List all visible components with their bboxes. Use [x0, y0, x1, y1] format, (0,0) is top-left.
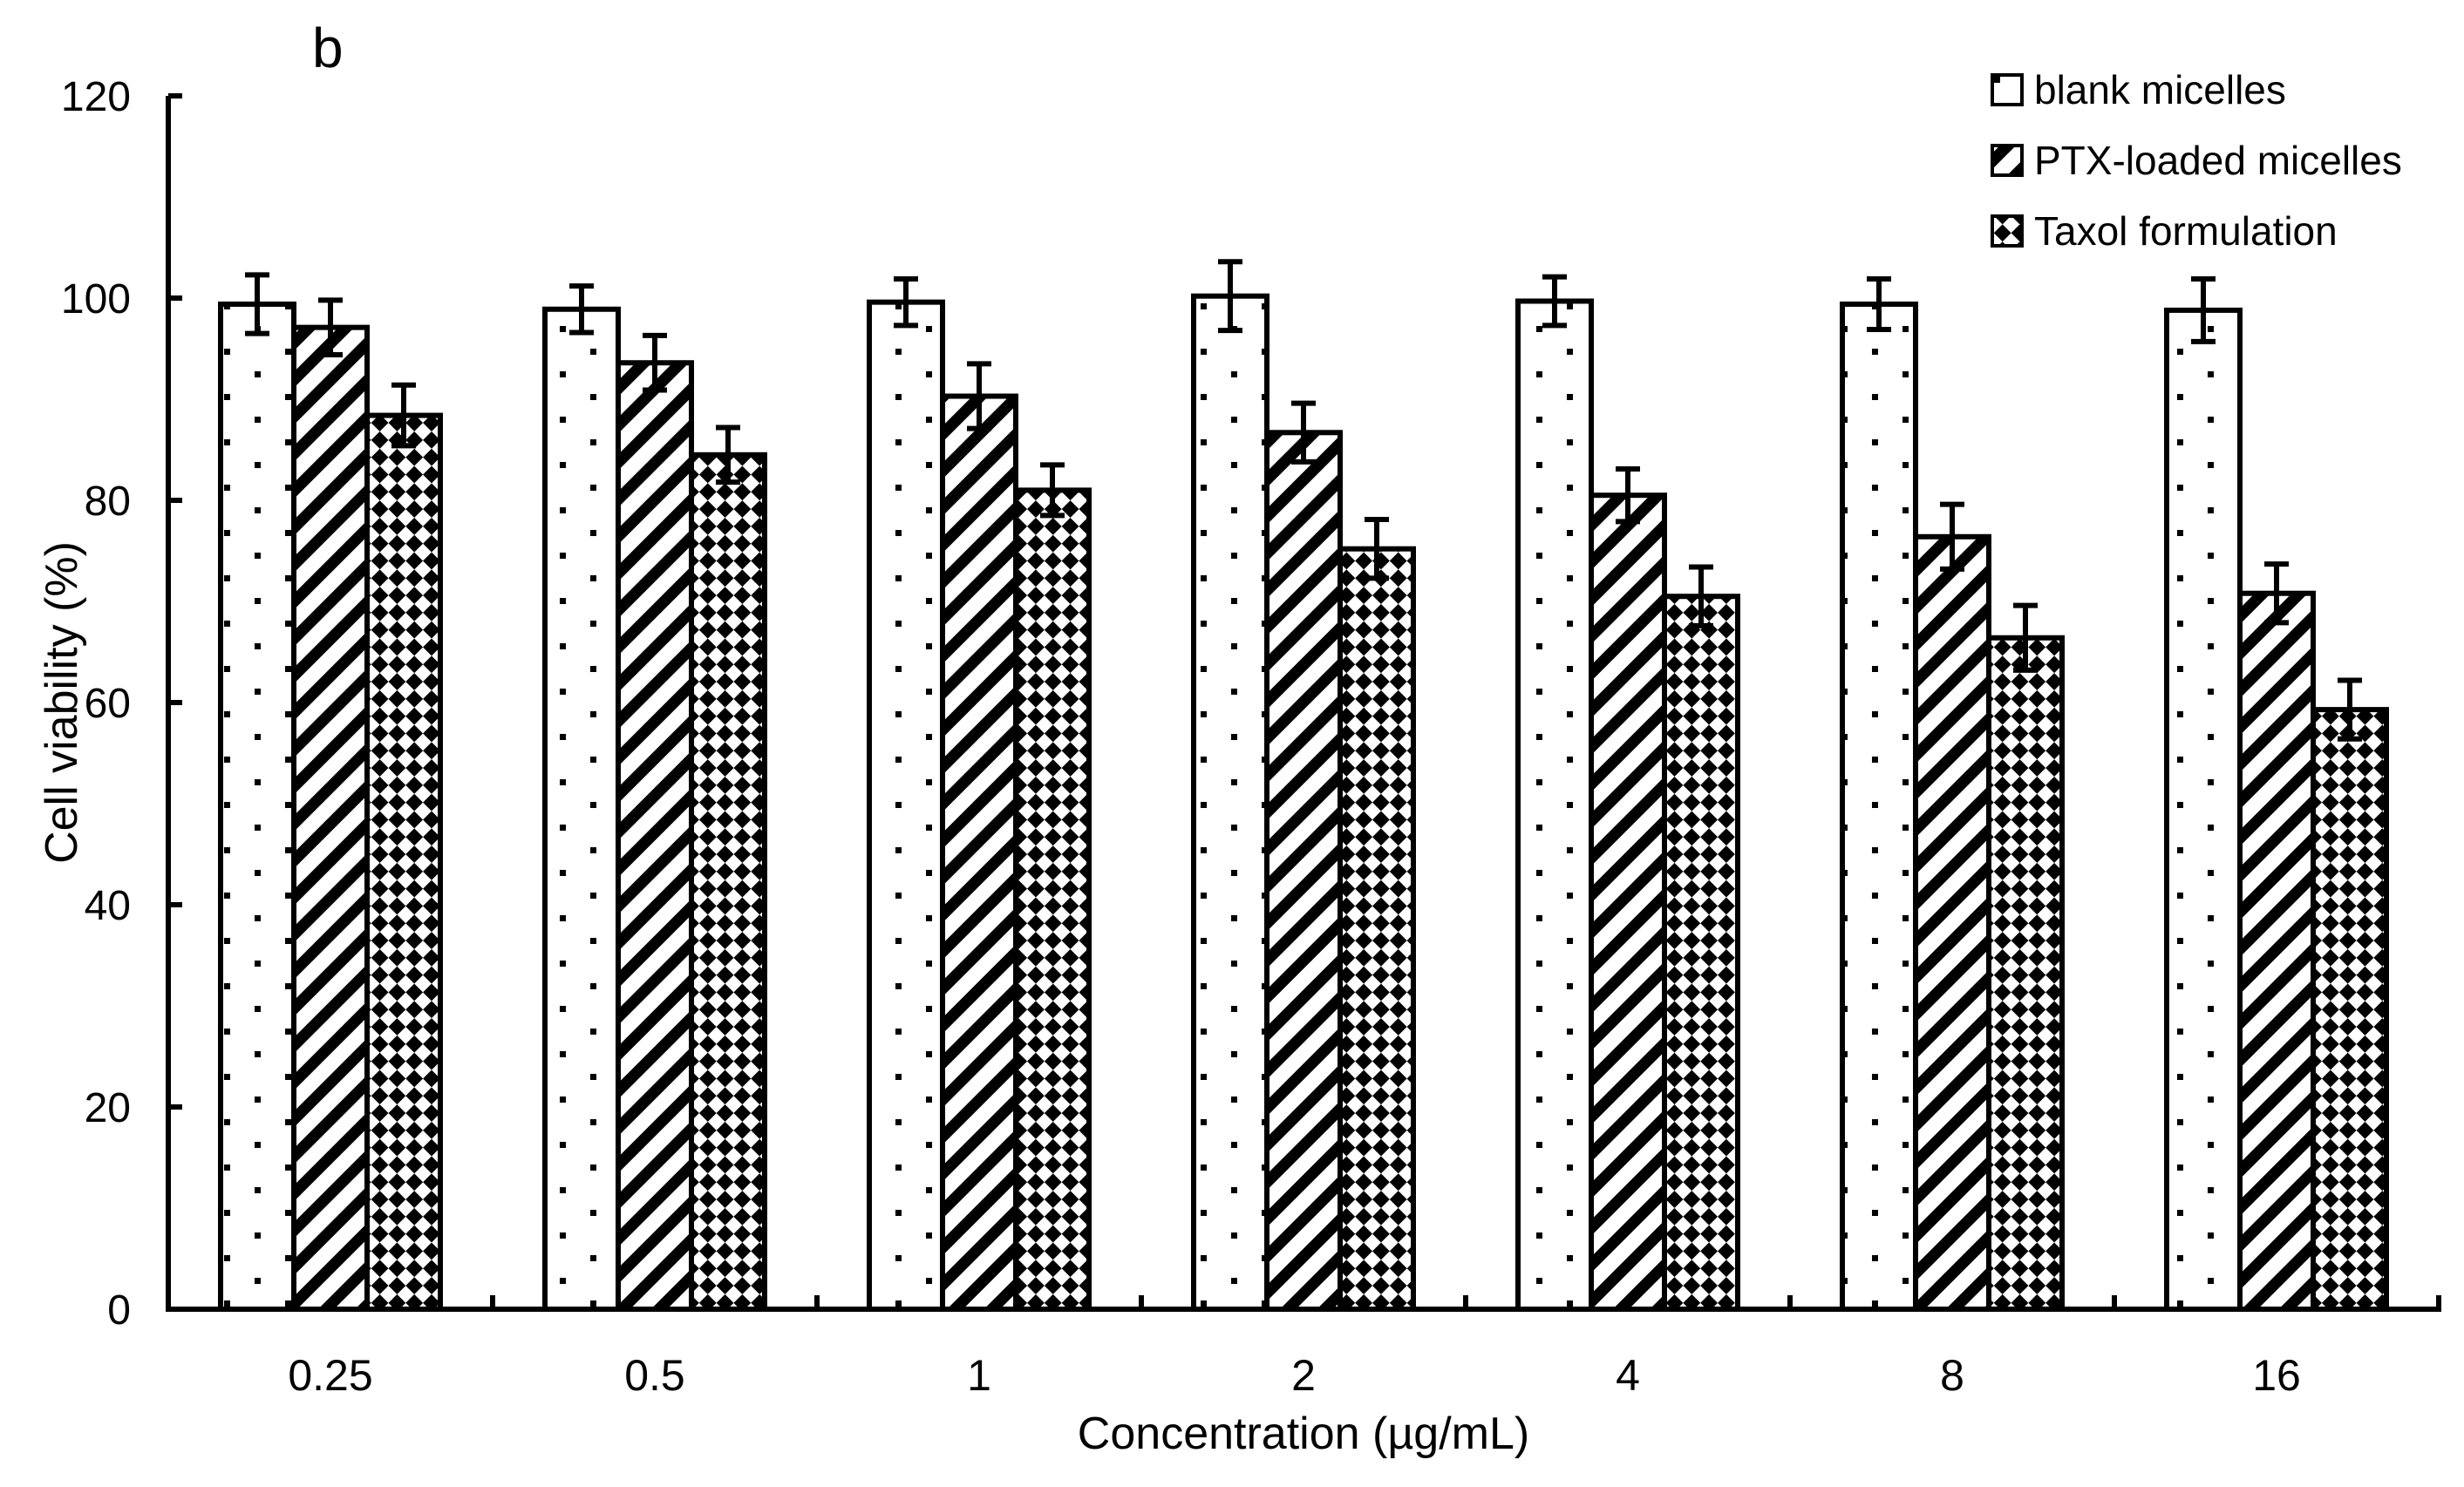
y-tick-label-40: 40 — [85, 883, 131, 929]
bar-ptx-loaded-micelles-1 — [940, 393, 1018, 1312]
bar-blank-micelles-2 — [1191, 293, 1269, 1312]
legend-swatch-ptx-loaded-micelles — [1991, 144, 2024, 177]
bar-taxol-formulation-4 — [1662, 594, 1740, 1312]
y-tick-label-60: 60 — [85, 681, 131, 727]
panel-label: b — [312, 17, 344, 79]
y-tick-label-120: 120 — [61, 74, 131, 120]
bar-blank-micelles-0.25 — [218, 301, 296, 1313]
x-category-label-4: 4 — [1616, 1351, 1640, 1400]
bar-taxol-formulation-0.25 — [364, 412, 443, 1312]
y-axis-title: Cell viability (%) — [37, 541, 87, 864]
bar-blank-micelles-1 — [867, 299, 945, 1312]
bar-ptx-loaded-micelles-0.25 — [291, 324, 370, 1312]
x-category-label-1: 1 — [967, 1351, 991, 1400]
legend-swatch-taxol-formulation — [1991, 214, 2024, 248]
x-category-label-16: 16 — [2252, 1351, 2301, 1400]
bar-ptx-loaded-micelles-4 — [1589, 492, 1667, 1312]
plot-area: 0 20 40 60 80 100 120 0.25 0.5 1 2 4 8 16 blank micell… — [61, 67, 2441, 1400]
bar-taxol-formulation-8 — [1986, 635, 2065, 1312]
bar-ptx-loaded-micelles-0.5 — [616, 360, 694, 1312]
bar-blank-micelles-16 — [2164, 307, 2243, 1312]
bar-blank-micelles-4 — [1515, 298, 1594, 1313]
x-axis-title: Concentration (µg/mL) — [1078, 1409, 1529, 1459]
y-tick-label-0: 0 — [107, 1287, 131, 1334]
bar-ptx-loaded-micelles-16 — [2237, 590, 2316, 1312]
bar-blank-micelles-8 — [1840, 301, 1918, 1313]
bar-taxol-formulation-0.5 — [689, 452, 767, 1312]
x-category-label-0.5: 0.5 — [624, 1351, 685, 1400]
y-tick-label-80: 80 — [85, 479, 131, 525]
y-tick-label-20: 20 — [85, 1085, 131, 1131]
legend-label-ptx-loaded-micelles: PTX-loaded micelles — [2034, 138, 2402, 183]
legend-swatch-blank-micelles — [1991, 73, 2024, 106]
legend-label-blank-micelles: blank micelles — [2034, 67, 2286, 112]
legend-label-taxol-formulation: Taxol formulation — [2034, 208, 2338, 254]
bar-blank-micelles-0.5 — [542, 306, 621, 1312]
bar-ptx-loaded-micelles-2 — [1264, 430, 1343, 1312]
bar-ptx-loaded-micelles-8 — [1913, 533, 1991, 1312]
x-category-label-2: 2 — [1291, 1351, 1316, 1400]
y-tick-label-100: 100 — [61, 276, 131, 323]
bar-taxol-formulation-1 — [1013, 487, 1092, 1312]
bar-taxol-formulation-16 — [2311, 707, 2389, 1312]
bar-taxol-formulation-2 — [1338, 546, 1416, 1312]
x-category-label-0.25: 0.25 — [288, 1351, 372, 1400]
x-category-label-8: 8 — [1940, 1351, 1964, 1400]
